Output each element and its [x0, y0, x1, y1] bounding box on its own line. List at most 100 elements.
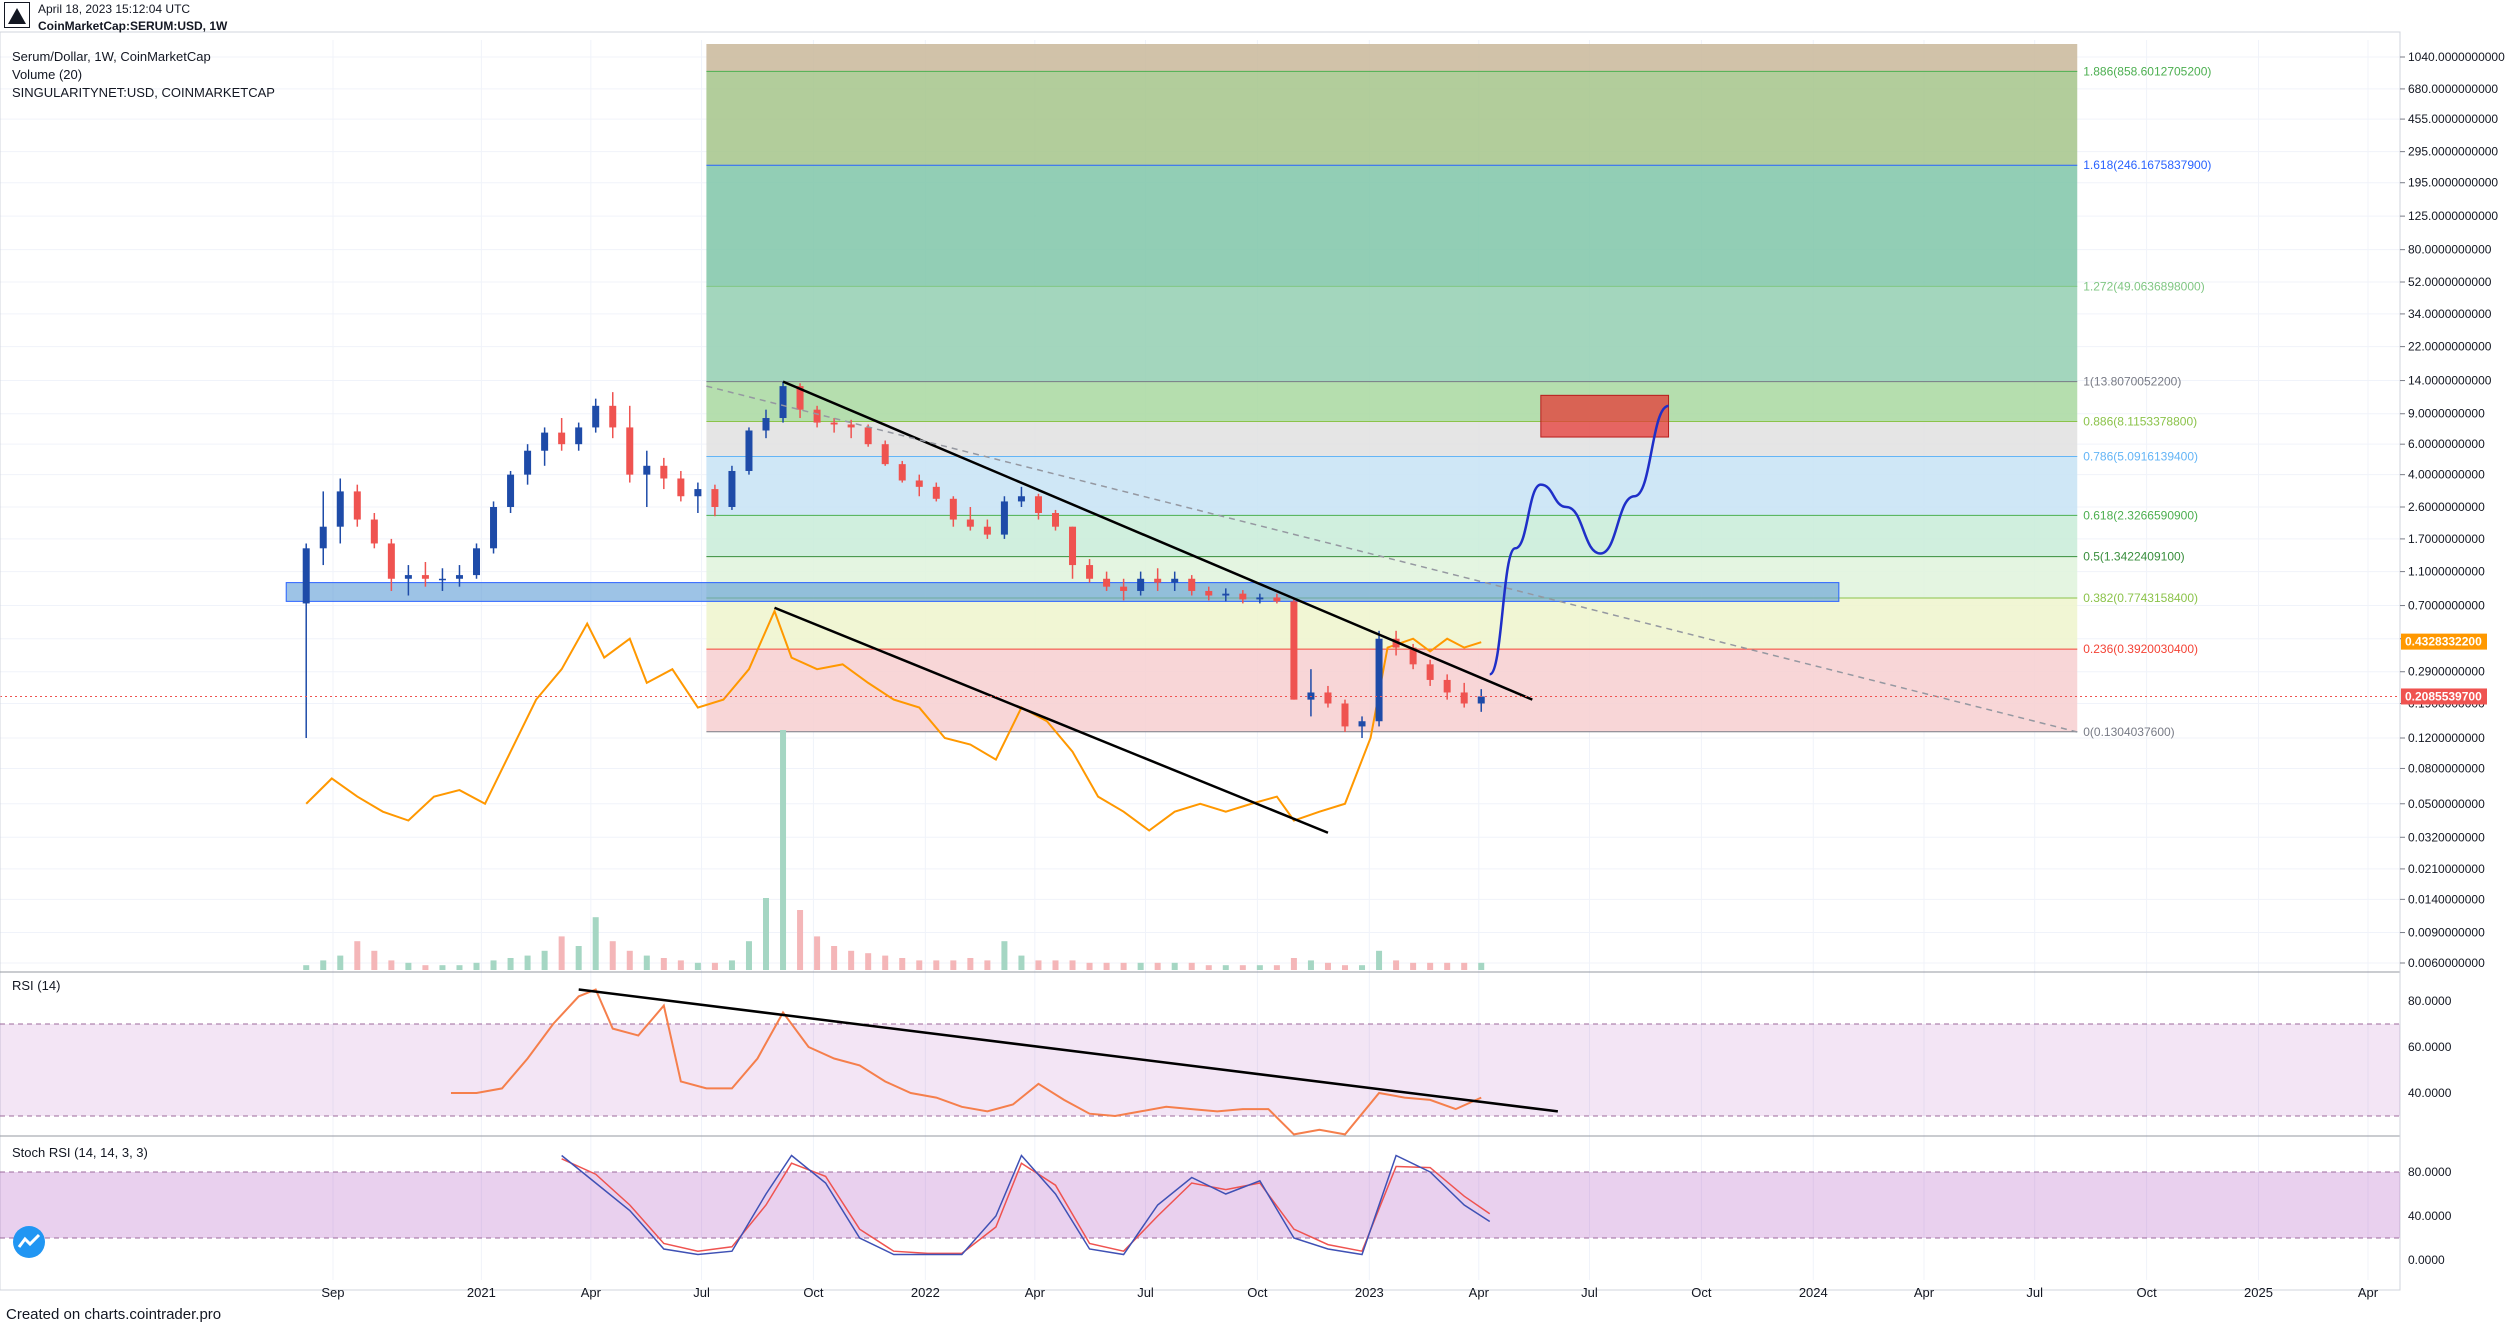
candle-body — [1034, 496, 1042, 514]
candle-body — [319, 526, 327, 549]
candle-body — [660, 465, 668, 479]
volume-bar — [1069, 960, 1076, 970]
volume-bar — [490, 960, 497, 970]
price-tick-label: 4.0000000000 — [2408, 468, 2485, 482]
volume-bar — [422, 965, 429, 970]
candle-body — [847, 424, 855, 428]
volume-bar — [1290, 958, 1297, 970]
candle-body — [1324, 692, 1332, 704]
fib-band-top — [706, 44, 2078, 72]
candle-body — [558, 432, 566, 445]
price-tick-label: 0.1200000000 — [2408, 731, 2485, 745]
candle-body — [404, 575, 412, 579]
target-box — [1540, 394, 1670, 438]
rsi-band — [0, 1024, 2400, 1116]
compare-line — [305, 608, 1482, 832]
price-tick-label: 0.0500000000 — [2408, 797, 2485, 811]
volume-bar — [1154, 962, 1161, 970]
price-tick-label: 195.0000000000 — [2408, 176, 2498, 190]
fib-level-label: 0.886(8.1153378800) — [2083, 415, 2197, 429]
candle-body — [302, 548, 310, 604]
volume-bar — [303, 965, 310, 970]
time-tick-label: Apr — [1025, 1285, 1046, 1300]
panes — [0, 31, 2401, 1291]
fib-level-label: 1.886(858.6012705200) — [2083, 64, 2211, 78]
time-tick-label: Sep — [321, 1285, 344, 1300]
volume-bar — [388, 960, 395, 970]
volume-bar — [780, 730, 787, 970]
time-tick-label: Jul — [1137, 1285, 1154, 1300]
candle-body — [421, 575, 429, 579]
time-tick-label: Jul — [2026, 1285, 2043, 1300]
candle-body — [1375, 638, 1383, 722]
candle-body — [438, 578, 446, 581]
time-tick-label: 2021 — [467, 1285, 496, 1300]
volume-bar — [473, 962, 480, 970]
price-tick-label: 9.0000000000 — [2408, 407, 2485, 421]
rsi-tick-label: 60.0000 — [2408, 1040, 2452, 1054]
volume-bar — [1137, 962, 1144, 970]
volume-bar — [1341, 965, 1348, 970]
stoch-tick-label: 0.0000 — [2408, 1253, 2445, 1267]
candle-body — [1000, 501, 1008, 535]
volume-bar — [1103, 962, 1110, 970]
candle-body — [336, 491, 344, 527]
time-tick-label: Oct — [803, 1285, 824, 1300]
volume-bar — [592, 917, 599, 970]
trendline — [706, 385, 2078, 733]
volume-bar — [405, 962, 412, 970]
demand-zone — [285, 582, 1840, 602]
candle-body — [1239, 593, 1247, 600]
fib-level-label: 0.236(0.3920030400) — [2083, 642, 2198, 656]
stoch-k-line — [561, 1154, 1491, 1256]
candle-body — [711, 489, 719, 507]
price-tick-label: 22.0000000000 — [2408, 340, 2492, 354]
volume-bar — [541, 950, 548, 970]
volume-bar — [337, 955, 344, 970]
volume-bar — [524, 955, 531, 970]
fib-band — [706, 649, 2078, 732]
candle-body — [830, 422, 838, 425]
volume-bar — [797, 910, 804, 970]
volume-bar — [609, 941, 616, 970]
candle-body — [745, 430, 753, 471]
volume-bar — [354, 941, 361, 970]
candle-body — [524, 450, 532, 475]
candle-body — [490, 506, 498, 549]
volume-bar — [558, 936, 565, 970]
price-tick-label: 1040.0000000000 — [2408, 50, 2505, 64]
candle-body — [762, 418, 770, 431]
candle-body — [677, 478, 685, 497]
candle-body — [626, 427, 634, 475]
price-tick-label: 6.0000000000 — [2408, 437, 2485, 451]
time-tick-label: Jul — [1581, 1285, 1598, 1300]
volume-bar — [677, 960, 684, 970]
volume-bar — [1376, 950, 1383, 970]
volume-bar — [1205, 965, 1212, 970]
candle-body — [1205, 590, 1213, 596]
volume-bar — [439, 965, 446, 970]
volume-bar — [1035, 960, 1042, 970]
fib-band — [706, 515, 2078, 557]
fib-level-label: 1.618(246.1675837900) — [2083, 158, 2211, 172]
candles — [302, 381, 1485, 739]
header-symbol: CoinMarketCap:SERUM:USD, 1W — [38, 19, 228, 33]
time-tick-label: Oct — [1691, 1285, 1712, 1300]
candle-body — [353, 491, 361, 520]
stoch-band — [0, 1172, 2400, 1238]
time-tick-label: Apr — [1914, 1285, 1935, 1300]
candle-body — [1443, 679, 1451, 693]
fib-level-label: 0.382(0.7743158400) — [2083, 591, 2198, 605]
volume-bar — [1478, 962, 1485, 970]
volume-bar — [1239, 965, 1246, 970]
price-tick-label: 295.0000000000 — [2408, 145, 2498, 159]
price-tag-box — [2401, 688, 2487, 705]
volume-bar — [1444, 962, 1451, 970]
candle-body — [1409, 647, 1417, 665]
price-tick-label: 52.0000000000 — [2408, 275, 2492, 289]
volume-bar — [1461, 962, 1468, 970]
volume-bar — [575, 946, 582, 970]
candle-body — [643, 465, 651, 475]
volume-bar — [763, 898, 770, 970]
